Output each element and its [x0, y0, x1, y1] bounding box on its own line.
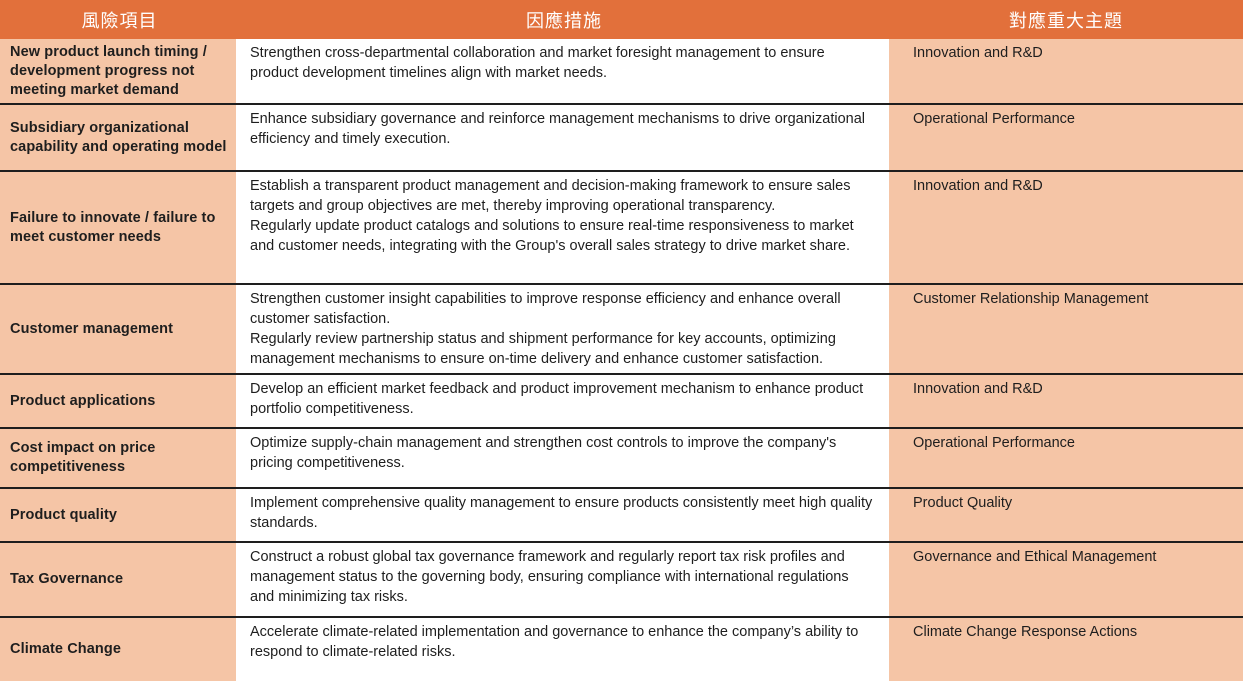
- response-measure-text: Construct a robust global tax governance…: [250, 549, 849, 605]
- material-topic-cell: Innovation and R&D: [889, 172, 1243, 283]
- table-row: Subsidiary organizational capability and…: [0, 103, 1243, 170]
- response-measure-cell: Strengthen cross-departmental collaborat…: [239, 39, 889, 103]
- material-topic-text: Climate Change Response Actions: [913, 624, 1138, 640]
- table-row: Product applications Develop an efficien…: [0, 373, 1243, 427]
- risk-item-text: Subsidiary organizational capability and…: [10, 119, 227, 155]
- response-measure-cell: Enhance subsidiary governance and reinfo…: [239, 105, 889, 170]
- response-measure-cell: Construct a robust global tax governance…: [239, 543, 889, 616]
- risk-item-text: Tax Governance: [10, 571, 124, 587]
- response-measure-text: Optimize supply-chain management and str…: [250, 435, 837, 471]
- response-measure-cell: Accelerate climate-related implementatio…: [239, 618, 889, 681]
- risk-item-cell: Failure to innovate / failure to meet cu…: [0, 172, 239, 283]
- header-material-topics: 對應重大主題: [1009, 10, 1123, 31]
- risk-item-text: Customer management: [10, 320, 174, 337]
- risk-item-cell: Product quality: [0, 489, 239, 541]
- risk-item-cell: Product applications: [0, 375, 239, 427]
- material-topic-cell: Product Quality: [889, 489, 1243, 541]
- header-response-measures: 因應措施: [526, 10, 602, 31]
- table-body: New product launch timing / development …: [0, 39, 1243, 681]
- material-topic-text: Innovation and R&D: [913, 178, 1043, 194]
- material-topic-text: Product Quality: [913, 495, 1013, 511]
- response-measure-cell: Optimize supply-chain management and str…: [239, 429, 889, 487]
- material-topic-text: Innovation and R&D: [913, 45, 1043, 61]
- risk-item-text: Failure to innovate / failure to meet cu…: [10, 209, 216, 245]
- response-measure-cell: Strengthen customer insight capabilities…: [239, 285, 889, 373]
- table-header-row: 風險項目 因應措施 對應重大主題: [0, 0, 1243, 39]
- risk-item-text: Product quality: [10, 506, 118, 523]
- material-topic-cell: Innovation and R&D: [889, 39, 1243, 103]
- risk-item-text: Cost impact on price competitiveness: [10, 440, 156, 475]
- material-topic-cell: Innovation and R&D: [889, 375, 1243, 427]
- table-row: Failure to innovate / failure to meet cu…: [0, 170, 1243, 283]
- material-topic-cell: Operational Performance: [889, 105, 1243, 170]
- material-topic-cell: Operational Performance: [889, 429, 1243, 487]
- material-topic-text: Operational Performance: [913, 435, 1075, 451]
- material-topic-text: Innovation and R&D: [913, 381, 1043, 397]
- response-measure-text: Develop an efficient market feedback and…: [250, 381, 864, 417]
- response-measure-cell: Develop an efficient market feedback and…: [239, 375, 889, 427]
- response-measure-text: Accelerate climate-related implementatio…: [250, 624, 859, 660]
- table-row: Tax Governance Construct a robust global…: [0, 541, 1243, 616]
- response-measure-text: Establish a transparent product manageme…: [250, 178, 854, 254]
- response-measure-text: Implement comprehensive quality manageme…: [250, 495, 873, 531]
- risk-item-cell: Tax Governance: [0, 543, 239, 616]
- risk-item-cell: Cost impact on price competitiveness: [0, 429, 239, 487]
- material-topic-text: Governance and Ethical Management: [913, 549, 1157, 565]
- header-risk-items: 風險項目: [81, 10, 158, 31]
- risk-item-text: New product launch timing / development …: [10, 43, 207, 98]
- material-topic-cell: Customer Relationship Management: [889, 285, 1243, 373]
- table-row: Cost impact on price competitiveness Opt…: [0, 427, 1243, 487]
- risk-item-cell: Climate Change: [0, 618, 239, 681]
- response-measure-text: Strengthen customer insight capabilities…: [250, 291, 841, 367]
- response-measure-text: Enhance subsidiary governance and reinfo…: [250, 111, 865, 147]
- risk-item-cell: Customer management: [0, 285, 239, 373]
- response-measure-text: Strengthen cross-departmental collaborat…: [250, 45, 825, 81]
- risk-item-text: Climate Change: [10, 641, 121, 657]
- risk-item-cell: New product launch timing / development …: [0, 39, 239, 103]
- table-row: Climate Change Accelerate climate-relate…: [0, 616, 1243, 681]
- response-measure-cell: Implement comprehensive quality manageme…: [239, 489, 889, 541]
- table-row: Product quality Implement comprehensive …: [0, 487, 1243, 541]
- material-topic-text: Operational Performance: [913, 111, 1075, 127]
- table-row: New product launch timing / development …: [0, 39, 1243, 103]
- material-topic-cell: Climate Change Response Actions: [889, 618, 1243, 681]
- risk-item-cell: Subsidiary organizational capability and…: [0, 105, 239, 170]
- table-row: Customer management Strengthen customer …: [0, 283, 1243, 373]
- material-topic-text: Customer Relationship Management: [913, 291, 1149, 307]
- response-measure-cell: Establish a transparent product manageme…: [239, 172, 889, 283]
- material-topic-cell: Governance and Ethical Management: [889, 543, 1243, 616]
- risk-item-text: Product applications: [10, 392, 156, 409]
